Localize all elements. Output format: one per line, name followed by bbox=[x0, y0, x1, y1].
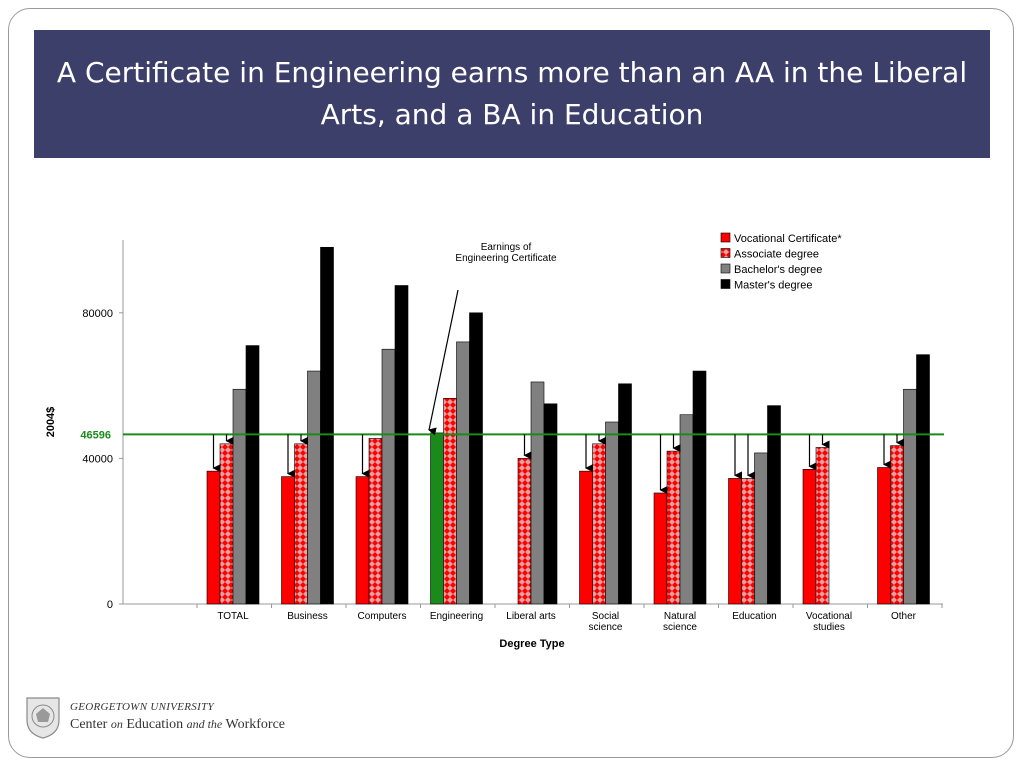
y-tick-label: 80000 bbox=[82, 308, 113, 320]
legend-swatch bbox=[720, 248, 731, 258]
bachelor-bar bbox=[381, 348, 396, 605]
master-bar bbox=[618, 383, 632, 605]
vocational-bar bbox=[877, 467, 891, 605]
associate-bar bbox=[666, 450, 681, 605]
university-logo: GEORGETOWN UNIVERSITY Center on Educatio… bbox=[24, 694, 285, 740]
vocational-bar bbox=[430, 432, 444, 605]
x-category-label: Liberal arts bbox=[506, 611, 555, 622]
master-bar bbox=[469, 312, 483, 605]
legend-entry: Vocational Certificate* bbox=[734, 233, 842, 245]
legend-entry: Associate degree bbox=[734, 249, 819, 261]
associate-bar bbox=[294, 443, 308, 605]
legend-entry: Master's degree bbox=[734, 280, 813, 292]
bachelor-bar bbox=[605, 421, 619, 605]
x-category-label: Other bbox=[891, 611, 917, 622]
title-bar: A Certificate in Engineering earns more … bbox=[34, 30, 990, 158]
master-bar bbox=[320, 246, 334, 605]
associate-bar bbox=[368, 438, 383, 605]
annotation-text: Earnings of bbox=[481, 242, 532, 253]
bachelor-bar bbox=[679, 414, 694, 605]
bachelor-bar bbox=[232, 388, 247, 605]
vocational-bar bbox=[281, 476, 295, 605]
associate-bar bbox=[592, 443, 606, 605]
master-bar bbox=[543, 403, 558, 605]
vocational-bar bbox=[802, 469, 817, 605]
x-category-label: studies bbox=[813, 622, 845, 633]
annotation-arrow bbox=[428, 289, 459, 436]
associate-bar bbox=[517, 458, 532, 605]
vocational-bar bbox=[579, 470, 593, 605]
associate-bar bbox=[815, 447, 830, 605]
master-bar bbox=[916, 354, 930, 605]
x-category-label: Education bbox=[732, 611, 776, 622]
vocational-bar bbox=[653, 492, 668, 605]
logo-university-name: GEORGETOWN UNIVERSITY bbox=[70, 701, 214, 713]
university-seal-icon bbox=[26, 697, 60, 739]
reference-line-label: 46596 bbox=[80, 429, 111, 441]
vocational-bar bbox=[728, 478, 742, 605]
x-category-label: Business bbox=[287, 611, 328, 622]
x-category-label: Computers bbox=[358, 611, 407, 622]
associate-bar bbox=[219, 443, 234, 605]
x-axis-title: Degree Type bbox=[499, 638, 564, 650]
y-tick-label: 40000 bbox=[82, 453, 113, 465]
y-axis-title: 2004$ bbox=[45, 407, 57, 438]
x-category-label: TOTAL bbox=[217, 611, 249, 622]
bachelor-bar bbox=[307, 370, 321, 605]
logo-center-name: Center on Education and the Workforce bbox=[70, 717, 286, 732]
legend-swatch bbox=[720, 232, 731, 243]
associate-bar bbox=[741, 478, 755, 605]
y-tick-label: 0 bbox=[107, 599, 113, 611]
master-bar bbox=[245, 345, 260, 605]
master-bar bbox=[394, 285, 409, 605]
bachelor-bar bbox=[530, 381, 545, 605]
x-category-label: science bbox=[589, 622, 623, 633]
x-category-label: Vocational bbox=[806, 611, 852, 622]
x-category-label: Engineering bbox=[430, 611, 483, 622]
associate-bar bbox=[443, 398, 457, 605]
bachelor-bar bbox=[903, 388, 917, 605]
bachelor-bar bbox=[754, 452, 768, 605]
annotation-text: Engineering Certificate bbox=[455, 253, 557, 264]
slide-title: A Certificate in Engineering earns more … bbox=[56, 56, 968, 131]
legend-swatch bbox=[720, 279, 731, 289]
associate-bar bbox=[890, 445, 904, 605]
legend-swatch bbox=[720, 263, 731, 274]
vocational-bar bbox=[355, 476, 370, 605]
master-bar bbox=[692, 370, 707, 605]
legend-entry: Bachelor's degree bbox=[734, 264, 822, 276]
master-bar bbox=[767, 405, 781, 605]
x-category-label: Social bbox=[592, 611, 619, 622]
x-category-label: Natural bbox=[664, 611, 696, 622]
vocational-bar bbox=[206, 470, 221, 605]
x-category-label: science bbox=[663, 622, 697, 633]
bachelor-bar bbox=[456, 341, 470, 605]
